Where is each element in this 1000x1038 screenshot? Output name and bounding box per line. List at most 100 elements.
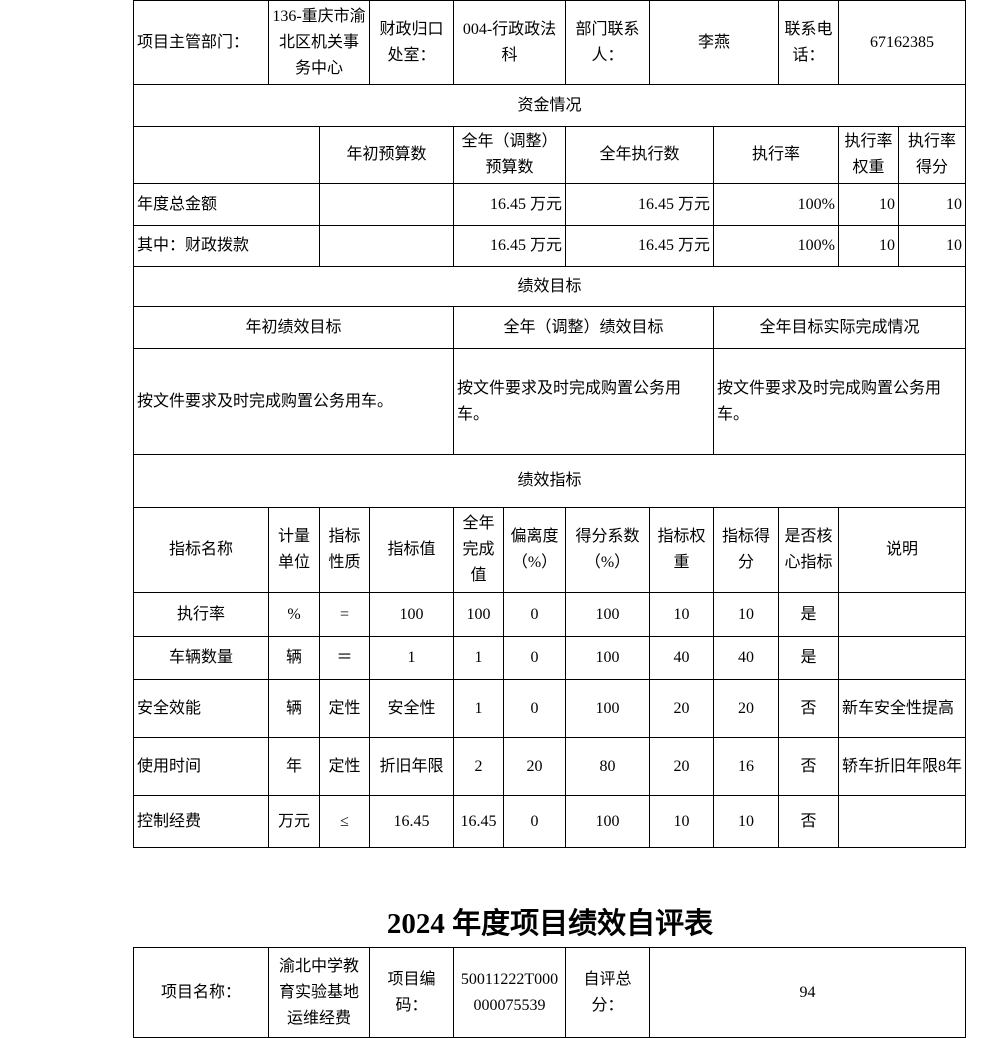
funds-cell: 16.45 万元	[453, 225, 566, 267]
indicator-row: 控制经费 万元 ≤16.45 16.45 0 100 10 10 否	[133, 795, 966, 848]
form-title: 2024 年度项目绩效自评表	[386, 908, 714, 940]
indicators-table: 指标名称 计量单位 指标性质 指标值 全年完成值 偏离度（%） 得分系数（%） 指标权重 指标得…	[133, 507, 966, 848]
column-header: 执行率得分	[898, 126, 966, 184]
indicator-cell: 安全性	[369, 679, 454, 738]
targets-row: 按文件要求及时完成购置公务用车。 按文件要求及时完成购置公务用车。 按文件要求及时完…	[133, 348, 966, 455]
score-label: 自评总分：	[565, 947, 650, 1038]
indicator-cell: 16.45	[369, 795, 454, 848]
section-title-targets: 绩效目标	[133, 266, 966, 307]
indicator-cell: 20	[713, 679, 779, 738]
funds-table: 年初预算数 全年（调整）预算数 全年执行数 执行率 执行率权重 执行率得分 年度总金额 16.…	[133, 126, 966, 307]
column-header: 年初预算数	[319, 126, 454, 184]
indicator-cell: %	[268, 592, 320, 637]
contact-value: 李燕	[649, 0, 779, 85]
indicator-cell: 1	[453, 679, 504, 738]
phone-value: 67162385	[838, 0, 966, 85]
column-header: 指标得分	[713, 507, 779, 593]
indicator-cell: 0	[503, 679, 566, 738]
column-header: 全年（调整）绩效目标	[453, 306, 714, 349]
indicator-cell: 是	[778, 592, 839, 637]
indicator-cell: 100	[369, 592, 454, 637]
indicator-cell: 10	[713, 795, 779, 848]
second-form-row: 项目名称： 渝北中学教育实验基地运维经费 项目编码： 50011222T0000000…	[133, 947, 966, 1038]
column-header: 指标性质	[319, 507, 370, 593]
project-info-row: 项目主管部门： 136-重庆市渝北区机关事务中心 财政归口处室： 004-行政政法科部…	[133, 0, 966, 85]
column-header: 得分系数（%）	[565, 507, 650, 593]
project-name-value: 渝北中学教育实验基地运维经费	[268, 947, 370, 1038]
contact-label: 部门联系人：	[565, 0, 650, 85]
indicator-cell: 0	[503, 795, 566, 848]
second-form-table: 项目名称： 渝北中学教育实验基地运维经费 项目编码： 50011222T0000000…	[133, 947, 966, 1038]
funds-cell: 10	[898, 183, 966, 226]
project-info-table: 项目主管部门： 136-重庆市渝北区机关事务中心 财政归口处室： 004-行政政法科部…	[133, 0, 966, 127]
project-name-label: 项目名称：	[133, 947, 269, 1038]
indicator-cell: 100	[565, 636, 650, 680]
section-title-indicators: 绩效指标	[133, 454, 966, 508]
column-header: 指标名称	[133, 507, 269, 593]
column-header: 全年完成值	[453, 507, 504, 593]
column-header: 全年执行数	[565, 126, 714, 184]
score-value: 94	[649, 947, 966, 1038]
indicator-cell: 20	[503, 737, 566, 796]
column-header: 指标值	[369, 507, 454, 593]
funds-cell: 10	[838, 225, 899, 267]
indicator-cell: 20	[649, 737, 714, 796]
target-text: 按文件要求及时完成购置公务用车。	[133, 348, 454, 455]
column-header: 偏离度（%）	[503, 507, 566, 593]
funds-row: 其中：财政拨款 16.45 万元 16.45 万元 100% 10 10	[133, 225, 966, 267]
funds-cell	[319, 183, 454, 226]
indicator-cell: 安全效能	[133, 679, 269, 738]
indicator-cell: 新车安全性提高	[838, 679, 966, 738]
indicator-cell: 16.45	[453, 795, 504, 848]
project-code-value: 50011222T000000075539	[453, 947, 566, 1038]
indicator-cell: 定性	[319, 737, 370, 796]
indicator-cell: 1	[453, 636, 504, 680]
column-header: 计量单位	[268, 507, 320, 593]
funds-cell: 年度总金额	[133, 183, 320, 226]
indicator-cell	[838, 636, 966, 680]
project-code-label: 项目编码：	[369, 947, 454, 1038]
funds-row: 年度总金额 16.45 万元 16.45 万元 100% 10 10	[133, 183, 966, 226]
indicator-row: 安全效能辆定性 安全性 1 0 100 20 20 否新车安全性提高	[133, 679, 966, 738]
indicator-cell: ＝	[319, 636, 370, 680]
indicator-cell: 1	[369, 636, 454, 680]
column-header: 指标权重	[649, 507, 714, 593]
indicator-cell: 定性	[319, 679, 370, 738]
indicator-cell: 否	[778, 737, 839, 796]
funds-cell: 其中：财政拨款	[133, 225, 320, 267]
column-header: 全年目标实际完成情况	[713, 306, 966, 349]
indicator-cell	[838, 795, 966, 848]
indicator-cell: 80	[565, 737, 650, 796]
indicators-header-row: 指标名称 计量单位 指标性质 指标值 全年完成值 偏离度（%） 得分系数（%） 指标权重 指标得…	[133, 507, 966, 593]
indicator-cell: 0	[503, 592, 566, 637]
indicator-cell: 20	[649, 679, 714, 738]
indicator-cell: ≤	[319, 795, 370, 848]
indicator-cell: 车辆数量	[133, 636, 269, 680]
section-header: 绩效目标	[133, 266, 966, 307]
indicator-cell: 辆	[268, 679, 320, 738]
indicator-cell: =	[319, 592, 370, 637]
indicator-cell: 执行率	[133, 592, 269, 637]
indicator-cell: 10	[649, 592, 714, 637]
indicator-cell: 轿车折旧年限8年	[838, 737, 966, 796]
indicator-cell: 100	[453, 592, 504, 637]
funds-cell	[319, 225, 454, 267]
indicator-cell: 0	[503, 636, 566, 680]
indicator-cell: 100	[565, 592, 650, 637]
indicator-cell	[838, 592, 966, 637]
indicator-cell: 控制经费	[133, 795, 269, 848]
section-title-funds: 资金情况	[133, 84, 966, 127]
dept-value: 136-重庆市渝北区机关事务中心	[268, 0, 370, 85]
column-header	[133, 126, 320, 184]
funds-cell: 16.45 万元	[565, 183, 714, 226]
dept-label: 项目主管部门：	[133, 0, 269, 85]
column-header: 说明	[838, 507, 966, 593]
target-text: 按文件要求及时完成购置公务用车。	[453, 348, 714, 455]
indicator-row: 使用时间年定性 折旧年限 2 20 80 20 16 否轿车折旧年限8年	[133, 737, 966, 796]
funds-cell: 10	[898, 225, 966, 267]
indicator-cell: 使用时间	[133, 737, 269, 796]
section-header: 资金情况	[133, 84, 966, 127]
finance-value: 004-行政政法科	[453, 0, 566, 85]
column-header: 年初绩效目标	[133, 306, 454, 349]
indicator-cell: 辆	[268, 636, 320, 680]
